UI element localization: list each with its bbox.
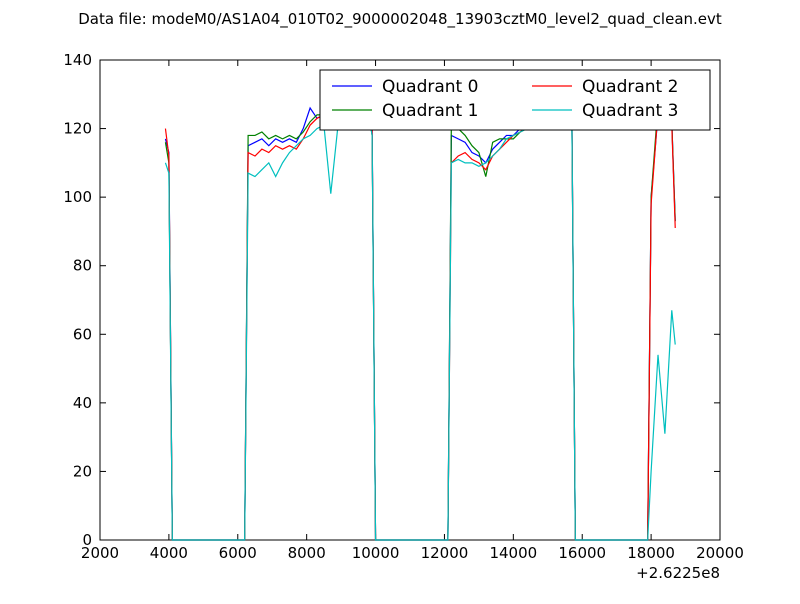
y-tick-label: 140: [63, 51, 92, 69]
x-tick-label: 14000: [489, 544, 537, 562]
x-tick-label: 18000: [627, 544, 675, 562]
x-tick-label: 2000: [81, 544, 119, 562]
y-tick-label: 120: [63, 120, 92, 138]
x-tick-label: 12000: [421, 544, 469, 562]
x-tick-label: 10000: [352, 544, 400, 562]
x-tick-label: 8000: [288, 544, 326, 562]
y-tick-label: 60: [73, 325, 92, 343]
y-tick-label: 0: [82, 531, 92, 549]
legend-box: [319, 69, 711, 131]
series-line: [164, 110, 676, 541]
y-tick-label: 40: [73, 394, 92, 412]
chart-title: Data file: modeM0/AS1A04_010T02_90000020…: [78, 10, 722, 29]
y-tick-label: 100: [63, 188, 92, 206]
x-tick-label: 6000: [219, 544, 257, 562]
plot-frame: [99, 59, 721, 541]
series-line: [164, 100, 676, 541]
y-tick-label: 80: [73, 257, 92, 275]
legend-label: Quadrant 1: [382, 101, 478, 121]
legend-label: Quadrant 2: [582, 77, 678, 97]
y-tick-label: 20: [73, 462, 92, 480]
legend-label: Quadrant 3: [582, 101, 678, 121]
series-line: [164, 90, 676, 541]
x-tick-label: 4000: [150, 544, 188, 562]
x-tick-label: 16000: [558, 544, 606, 562]
x-tick-label: 20000: [696, 544, 744, 562]
series-line: [164, 102, 676, 541]
x-offset-label: +2.6225e8: [636, 564, 720, 582]
legend-label: Quadrant 0: [382, 77, 478, 97]
